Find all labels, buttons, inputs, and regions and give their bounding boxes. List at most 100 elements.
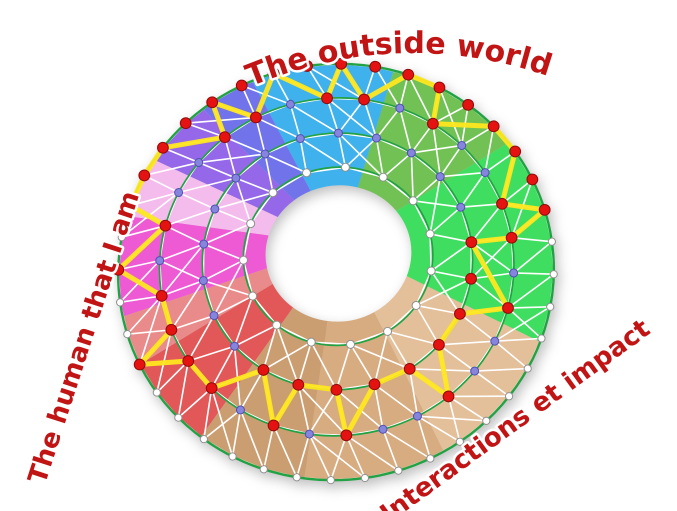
red-node[interactable] <box>267 419 280 432</box>
red-node[interactable] <box>526 173 539 186</box>
graph-node[interactable] <box>411 300 421 310</box>
graph-node[interactable] <box>470 366 480 376</box>
red-node[interactable] <box>165 323 178 336</box>
graph-node[interactable] <box>155 256 165 266</box>
graph-node[interactable] <box>199 435 208 444</box>
graph-node[interactable] <box>260 149 270 159</box>
graph-node[interactable] <box>480 168 490 178</box>
graph-node[interactable] <box>326 476 335 485</box>
graph-node[interactable] <box>174 413 183 422</box>
red-node[interactable] <box>496 197 508 210</box>
red-node[interactable] <box>340 429 353 442</box>
red-node[interactable] <box>368 378 381 391</box>
graph-node[interactable] <box>259 465 268 474</box>
graph-node[interactable] <box>152 388 161 397</box>
red-node[interactable] <box>462 98 475 111</box>
graph-node[interactable] <box>426 454 435 463</box>
red-node[interactable] <box>292 378 305 391</box>
graph-node[interactable] <box>360 473 370 483</box>
graph-node[interactable] <box>285 99 295 109</box>
graph-node[interactable] <box>292 473 301 482</box>
red-node[interactable] <box>235 79 248 92</box>
graph-node[interactable] <box>210 204 220 214</box>
red-node[interactable] <box>250 111 262 124</box>
graph-node[interactable] <box>228 452 237 461</box>
graph-node[interactable] <box>547 237 556 246</box>
red-node[interactable] <box>358 93 370 106</box>
graph-node[interactable] <box>455 437 464 446</box>
graph-node[interactable] <box>238 255 248 265</box>
graph-node[interactable] <box>549 270 558 279</box>
red-node[interactable] <box>454 307 466 320</box>
red-node[interactable] <box>369 60 382 73</box>
graph-node[interactable] <box>268 188 278 198</box>
red-node[interactable] <box>124 199 137 212</box>
graph-node[interactable] <box>457 140 467 150</box>
graph-node[interactable] <box>537 334 546 343</box>
graph-node[interactable] <box>248 291 258 301</box>
graph-node[interactable] <box>426 266 436 276</box>
graph-node[interactable] <box>235 405 245 415</box>
graph-node[interactable] <box>408 196 418 206</box>
graph-node[interactable] <box>340 162 350 172</box>
graph-node[interactable] <box>509 268 519 278</box>
red-node[interactable] <box>402 68 415 81</box>
graph-node[interactable] <box>295 134 305 144</box>
red-node[interactable] <box>159 219 172 232</box>
graph-node[interactable] <box>482 416 491 425</box>
graph-node[interactable] <box>383 326 393 336</box>
red-node[interactable] <box>179 117 192 130</box>
graph-node[interactable] <box>435 172 445 182</box>
red-node[interactable] <box>433 81 446 94</box>
red-node[interactable] <box>321 92 333 105</box>
graph-node[interactable] <box>333 128 343 138</box>
graph-node[interactable] <box>306 337 316 347</box>
red-node[interactable] <box>465 236 478 249</box>
red-node[interactable] <box>206 96 219 109</box>
graph-node[interactable] <box>490 336 500 346</box>
graph-node[interactable] <box>272 320 282 330</box>
graph-node[interactable] <box>116 298 125 307</box>
red-node[interactable] <box>505 231 518 244</box>
graph-node[interactable] <box>246 219 256 229</box>
graph-node[interactable] <box>209 311 219 321</box>
graph-node[interactable] <box>199 239 209 249</box>
graph-node[interactable] <box>117 233 126 242</box>
red-node[interactable] <box>465 272 477 285</box>
graph-node[interactable] <box>378 424 388 434</box>
graph-node[interactable] <box>395 103 405 113</box>
red-node[interactable] <box>301 60 313 72</box>
red-node[interactable] <box>182 355 195 367</box>
red-node[interactable] <box>442 390 455 403</box>
graph-node[interactable] <box>504 392 514 401</box>
red-node[interactable] <box>112 263 125 276</box>
red-node[interactable] <box>502 302 514 314</box>
red-node[interactable] <box>155 289 168 302</box>
red-node[interactable] <box>433 338 445 351</box>
graph-node[interactable] <box>371 133 381 143</box>
graph-node[interactable] <box>231 173 241 183</box>
graph-node[interactable] <box>346 339 356 349</box>
red-node[interactable] <box>330 383 343 396</box>
red-node[interactable] <box>133 358 146 371</box>
red-node[interactable] <box>426 117 439 130</box>
graph-node[interactable] <box>456 202 466 212</box>
graph-node[interactable] <box>425 229 435 239</box>
graph-node[interactable] <box>301 168 311 178</box>
red-node[interactable] <box>218 131 231 144</box>
red-node[interactable] <box>487 120 500 133</box>
red-node[interactable] <box>538 203 551 216</box>
red-node[interactable] <box>257 364 270 376</box>
graph-node[interactable] <box>198 276 208 286</box>
graph-node[interactable] <box>546 302 555 311</box>
red-node[interactable] <box>138 169 151 182</box>
red-node[interactable] <box>403 362 416 375</box>
graph-node[interactable] <box>394 466 403 475</box>
red-node[interactable] <box>267 67 280 80</box>
graph-node[interactable] <box>378 172 388 182</box>
graph-node[interactable] <box>304 429 314 439</box>
red-node[interactable] <box>205 382 218 395</box>
graph-node[interactable] <box>412 411 422 421</box>
graph-node[interactable] <box>123 330 132 339</box>
red-node[interactable] <box>509 145 522 158</box>
